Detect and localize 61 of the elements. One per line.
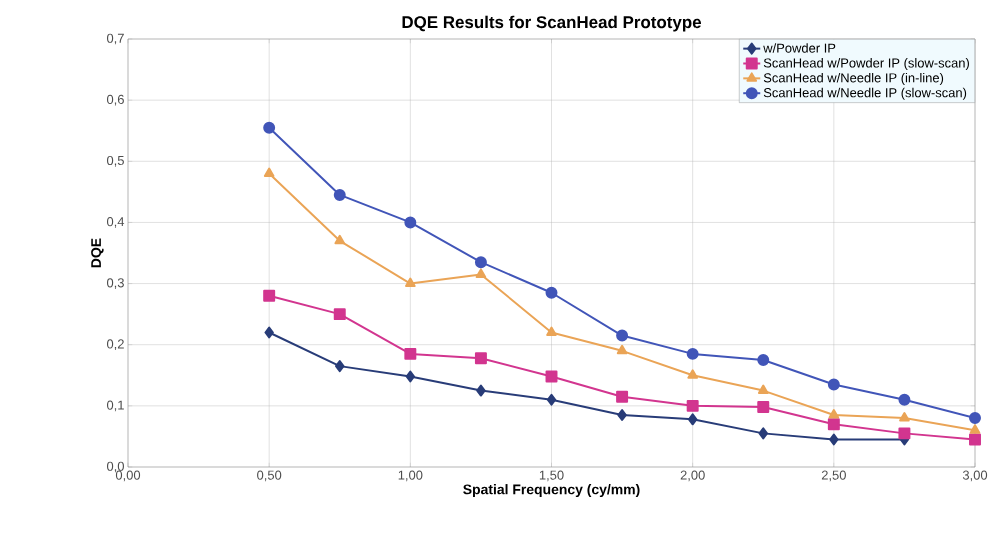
point	[617, 409, 627, 422]
point	[757, 401, 770, 414]
legend-label: w/Powder IP	[763, 43, 836, 53]
x-tick-label: 0,50	[257, 470, 282, 482]
x-tick-label: 2,50	[821, 470, 846, 482]
point	[475, 268, 487, 278]
point	[828, 409, 840, 419]
point	[264, 326, 274, 339]
legend-label: ScanHead w/Powder IP (slow-scan)	[763, 58, 969, 71]
point	[333, 188, 346, 201]
y-axis-title: DQE	[91, 238, 104, 268]
point	[686, 347, 699, 360]
point	[969, 412, 981, 425]
x-tick-label: 2,00	[680, 470, 705, 482]
point	[827, 378, 840, 391]
point	[687, 369, 698, 379]
legend-label: ScanHead w/Needle IP (in-line)	[763, 72, 944, 85]
point	[546, 326, 557, 336]
point	[616, 344, 628, 355]
chart-title: DQE Results for ScanHead Prototype	[402, 15, 702, 32]
point	[616, 390, 629, 403]
legend-label: ScanHead w/Needle IP (slow-scan)	[763, 87, 967, 100]
point	[546, 393, 557, 406]
point	[545, 286, 558, 299]
y-tick-label: 0,3	[106, 278, 124, 289]
x-tick-label: 1,00	[398, 470, 423, 482]
y-tick-label: 0,1	[106, 400, 124, 412]
point	[263, 167, 275, 178]
point	[686, 399, 699, 412]
point	[898, 393, 911, 406]
point	[898, 427, 911, 440]
point	[405, 370, 416, 383]
point	[333, 308, 346, 321]
point	[757, 384, 769, 395]
x-tick-label: 1,50	[539, 470, 564, 482]
point	[757, 354, 770, 366]
point	[263, 289, 276, 302]
point	[476, 384, 486, 397]
x-tick-label: 3,00	[962, 470, 988, 482]
point	[687, 413, 698, 426]
y-tick-label: 0,2	[106, 339, 124, 351]
point	[335, 360, 345, 373]
point	[827, 418, 840, 431]
point	[616, 329, 629, 342]
point	[334, 234, 346, 245]
point	[474, 256, 487, 269]
point	[474, 352, 487, 365]
point	[899, 412, 910, 422]
y-tick-label: 0,5	[106, 155, 124, 167]
y-tick-label: 0,6	[106, 94, 124, 106]
y-tick-label: 0,7	[106, 33, 124, 45]
point	[969, 424, 981, 434]
point	[263, 121, 276, 134]
point	[969, 433, 981, 446]
y-tick-label: 0,4	[106, 217, 125, 228]
point	[404, 347, 417, 360]
point	[404, 216, 417, 229]
point	[405, 277, 416, 288]
point	[829, 433, 839, 446]
point	[758, 427, 768, 440]
x-axis-title: Spatial Frequency (cy/mm)	[463, 484, 640, 498]
